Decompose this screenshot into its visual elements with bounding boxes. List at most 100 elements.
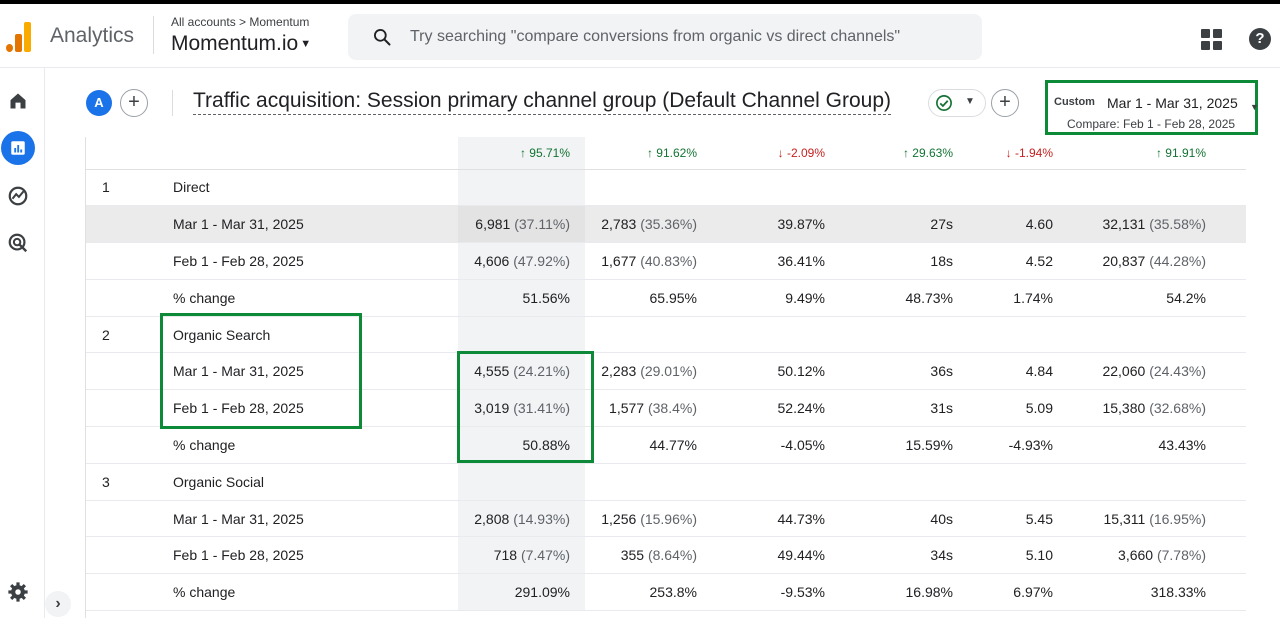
metric-value: 2,283: [601, 363, 637, 380]
summary-change: ↑: [519, 145, 526, 160]
metric-cell: 39.87%: [712, 205, 840, 244]
account-breadcrumb[interactable]: All accounts > Momentum: [171, 15, 310, 29]
metric-value: 48.73%: [905, 289, 953, 306]
empty-cell: [585, 463, 712, 501]
metric-value: 36.41%: [777, 252, 825, 269]
metric-cell: 18s: [840, 242, 968, 280]
summary-change-cell: ↑ 91.91%: [1068, 137, 1221, 170]
metric-value: 44.77%: [649, 436, 697, 453]
empty-cell: [1221, 536, 1246, 575]
metric-value: 43.43%: [1158, 436, 1206, 453]
table-row[interactable]: % change 50.88% 44.77% -4.05% 15.59% -4.93% 43…: [86, 426, 1246, 464]
table-row[interactable]: % change 291.09% 253.8% -9.53% 16.98% 6.97% 31…: [86, 573, 1246, 612]
summary-row: ↑ 95.71% ↑ 91.62% ↓ -2.09% ↑ 29.63% ↓ -1.94%…: [86, 137, 1246, 170]
metric-share: (44.28%): [1149, 252, 1206, 269]
channel-name[interactable]: Direct: [118, 169, 458, 207]
metric-cell: 50.12%: [712, 352, 840, 391]
metric-share: (14.93%): [513, 510, 570, 527]
empty-cell: [840, 169, 968, 207]
metric-share: (29.01%): [640, 363, 697, 380]
empty-cell: [968, 316, 1068, 354]
empty-cell: [1221, 352, 1246, 391]
apps-grid-icon[interactable]: [1201, 29, 1223, 51]
empty-cell: [86, 279, 118, 317]
metric-cell: 718 (7.47%): [458, 536, 585, 575]
metric-cell: 36s: [840, 352, 968, 391]
metric-cell: 15.59%: [840, 426, 968, 464]
metric-value: 253.8%: [649, 584, 697, 601]
home-icon[interactable]: [5, 88, 31, 114]
segment-avatar[interactable]: A: [86, 90, 112, 116]
metric-value: 51.56%: [522, 289, 570, 306]
metric-cell: 4.52: [968, 242, 1068, 280]
analytics-logo[interactable]: [6, 22, 34, 52]
summary-change-cell: ↓ -2.09%: [712, 137, 840, 170]
empty-cell: [1068, 463, 1221, 501]
advertising-icon[interactable]: [5, 230, 31, 256]
metric-value: 4,555: [474, 363, 510, 380]
metric-value: 50.12%: [777, 363, 825, 380]
search-icon: [374, 29, 391, 46]
metric-value: 54.2%: [1166, 289, 1206, 306]
empty-cell: [1221, 573, 1246, 612]
metric-value: 32,131: [1102, 216, 1146, 233]
table-row[interactable]: Feb 1 - Feb 28, 2025 3,019 (31.41%) 1,577 …: [86, 389, 1246, 428]
search-bar[interactable]: Try searching "compare conversions from …: [348, 14, 982, 60]
metric-value: 31s: [930, 400, 953, 417]
add-to-report-button[interactable]: +: [991, 89, 1019, 117]
reports-icon[interactable]: [1, 131, 35, 165]
empty-cell: [458, 463, 585, 501]
channel-name[interactable]: Organic Social: [118, 463, 458, 501]
metric-cell: 1.74%: [968, 279, 1068, 317]
table-row[interactable]: % change 51.56% 65.95% 9.49% 48.73% 1.74% 54.2…: [86, 279, 1246, 317]
expand-nav-button[interactable]: ›: [45, 591, 71, 617]
settings-gear-icon[interactable]: [5, 579, 31, 605]
empty-cell: [585, 169, 712, 207]
empty-cell: [1221, 389, 1246, 428]
group-row[interactable]: 1 Direct: [86, 169, 1246, 207]
table-row[interactable]: Feb 1 - Feb 28, 2025 718 (7.47%) 355 (8.64…: [86, 536, 1246, 575]
empty-cell: [712, 463, 840, 501]
help-icon[interactable]: ?: [1249, 28, 1271, 50]
metric-cell: 3,019 (31.41%): [458, 389, 585, 428]
search-placeholder: Try searching "compare conversions from …: [410, 28, 901, 45]
metric-cell: 253.8%: [585, 573, 712, 612]
empty-cell: [1068, 316, 1221, 354]
date-range-picker[interactable]: Custom Mar 1 - Mar 31, 2025 Compare: Feb…: [1045, 80, 1258, 135]
metric-share: (8.64%): [647, 547, 697, 564]
add-comparison-button[interactable]: +: [120, 89, 148, 117]
empty-cell: [86, 536, 118, 575]
metric-cell: -9.53%: [712, 573, 840, 612]
row-index: 2: [86, 316, 118, 354]
row-label: % change: [118, 573, 458, 612]
metric-value: 3,660: [1118, 547, 1154, 564]
report-status-dropdown[interactable]: ▼: [928, 89, 986, 117]
metric-share: (15.96%): [640, 510, 697, 527]
row-label: Feb 1 - Feb 28, 2025: [118, 242, 458, 280]
group-row[interactable]: 3 Organic Social: [86, 463, 1246, 501]
account-selector[interactable]: Momentum.io ▼: [171, 32, 311, 56]
metric-cell: 27s: [840, 205, 968, 244]
metric-value: 318.33%: [1150, 584, 1206, 601]
explore-icon[interactable]: [5, 183, 31, 209]
date-range: Mar 1 - Mar 31, 2025: [1107, 95, 1238, 111]
metric-cell: 40s: [840, 500, 968, 538]
summary-change-value: 29.63%: [912, 145, 953, 160]
channel-name[interactable]: Organic Search: [118, 316, 458, 354]
header-divider: [153, 16, 154, 54]
metric-value: 65.95%: [649, 289, 697, 306]
group-row[interactable]: 2 Organic Search: [86, 316, 1246, 354]
table-row[interactable]: Feb 1 - Feb 28, 2025 4,606 (47.92%) 1,677 …: [86, 242, 1246, 280]
metric-cell: 15,311 (16.95%): [1068, 500, 1221, 538]
table-row[interactable]: Mar 1 - Mar 31, 2025 4,555 (24.21%) 2,283 …: [86, 352, 1246, 391]
metric-cell: 52.24%: [712, 389, 840, 428]
report-title[interactable]: Traffic acquisition: Session primary cha…: [193, 88, 892, 115]
caret-down-icon[interactable]: ▼: [1250, 102, 1259, 112]
table-row[interactable]: Mar 1 - Mar 31, 2025 6,981 (37.11%) 2,783 …: [86, 205, 1246, 244]
metric-share: (7.47%): [520, 547, 570, 564]
metric-share: (40.83%): [640, 252, 697, 269]
table-row[interactable]: Mar 1 - Mar 31, 2025 2,808 (14.93%) 1,256 …: [86, 500, 1246, 538]
empty-cell: [712, 316, 840, 354]
metric-cell: -4.05%: [712, 426, 840, 464]
metric-value: 27s: [930, 216, 953, 233]
